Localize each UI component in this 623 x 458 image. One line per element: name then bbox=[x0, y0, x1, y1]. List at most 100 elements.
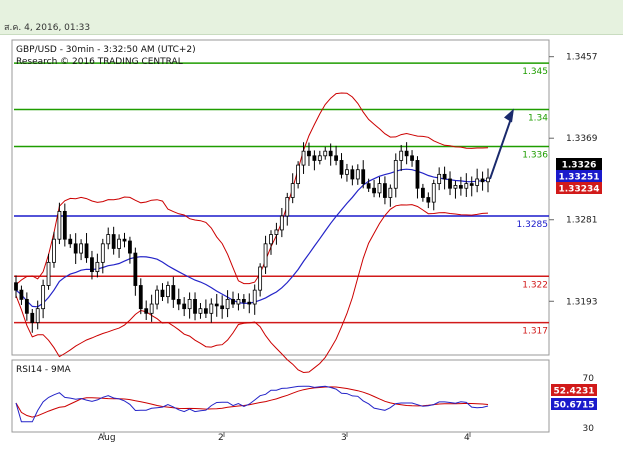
forecast-arrow-head bbox=[504, 108, 514, 123]
candle-body bbox=[138, 285, 143, 310]
chart-copyright: Research © 2016 TRADING CENTRAL bbox=[16, 57, 183, 67]
candle-body bbox=[355, 169, 360, 180]
candle-body bbox=[57, 210, 62, 240]
candle-body bbox=[296, 164, 301, 185]
rsi-line bbox=[15, 385, 489, 423]
candle-body bbox=[263, 243, 268, 268]
price-tick-label: 1.3281 bbox=[566, 216, 598, 226]
candle-body bbox=[198, 308, 203, 314]
candle-body bbox=[90, 257, 94, 273]
time-tick-label: 3 bbox=[341, 433, 347, 443]
candle-body bbox=[160, 289, 165, 298]
price-tag bbox=[556, 158, 602, 170]
candle-body bbox=[480, 178, 485, 183]
candle-body bbox=[388, 187, 393, 198]
price-tag-label: 1.33234 bbox=[559, 185, 600, 195]
candle-body bbox=[231, 299, 235, 305]
moving-average bbox=[15, 168, 489, 308]
candle-body bbox=[345, 169, 349, 175]
candle-body bbox=[372, 187, 376, 194]
plot-area-rsi bbox=[11, 359, 550, 433]
candle-body bbox=[350, 169, 355, 180]
candle-body bbox=[106, 234, 111, 245]
candle-body bbox=[128, 240, 132, 254]
candle-body bbox=[279, 215, 284, 231]
lower-band bbox=[15, 204, 489, 374]
chart-title: GBP/USD - 30min - 3:32:50 AM (UTC+2) bbox=[16, 45, 196, 55]
plot-area-main bbox=[11, 39, 550, 356]
candle-body bbox=[171, 285, 176, 300]
candle-body bbox=[486, 177, 490, 183]
candle-body bbox=[225, 299, 230, 310]
candle-body bbox=[328, 150, 333, 157]
price-tag bbox=[556, 170, 602, 182]
upper-band bbox=[15, 92, 489, 285]
candle-body bbox=[24, 299, 29, 314]
candle-body bbox=[323, 150, 328, 157]
candle-body bbox=[236, 299, 241, 305]
level-label: 1.336 bbox=[522, 151, 548, 161]
candle-body bbox=[133, 252, 138, 286]
candle-body bbox=[361, 169, 366, 185]
axis-layer: 1.3457 1.3369 1.3281 1.3193 1.3326 1.33251 1.3… bbox=[98, 53, 602, 443]
candle-body bbox=[317, 155, 322, 161]
candle-body bbox=[442, 173, 447, 180]
top-bar: ส.ค. 4, 2016, 01:33 bbox=[0, 0, 623, 35]
rsi-tick-label: 70 bbox=[583, 374, 595, 384]
candle-body bbox=[14, 282, 18, 291]
candle-body bbox=[209, 303, 214, 314]
candle-body bbox=[312, 155, 317, 161]
candle-body bbox=[410, 155, 414, 161]
price-tick-label: 1.3369 bbox=[566, 134, 598, 144]
rsi-value-label: 50.6715 bbox=[554, 401, 595, 411]
candle-body bbox=[214, 303, 219, 307]
rsi-value-tag bbox=[551, 384, 597, 396]
level-label: 1.3285 bbox=[517, 220, 549, 230]
candle-body bbox=[117, 238, 121, 249]
candle-body bbox=[79, 243, 84, 254]
candle-body bbox=[269, 234, 273, 245]
candle-body bbox=[149, 303, 154, 314]
bollinger-bands bbox=[15, 92, 489, 374]
level-label: 1.322 bbox=[522, 280, 548, 290]
candle-body bbox=[176, 299, 181, 305]
time-tick-label: 2 bbox=[218, 433, 224, 443]
price-tag-label: 1.3326 bbox=[562, 161, 597, 171]
candle-body bbox=[399, 150, 404, 161]
candle-body bbox=[420, 187, 425, 198]
candle-body bbox=[431, 183, 436, 203]
candle-body bbox=[95, 261, 100, 273]
level-label: 1.317 bbox=[522, 327, 548, 337]
time-tick-label: Aug bbox=[98, 433, 116, 443]
candle-body bbox=[100, 243, 105, 263]
candle-body bbox=[122, 238, 127, 242]
rsi-ma-line bbox=[15, 386, 489, 418]
candle-body bbox=[366, 183, 371, 189]
time-tick-label: 4 bbox=[464, 433, 470, 443]
forecast-arrow bbox=[489, 118, 512, 180]
timestamp: ส.ค. 4, 2016, 01:33 bbox=[4, 23, 91, 33]
candle-body bbox=[453, 185, 458, 189]
level-label: 1.345 bbox=[522, 67, 548, 77]
candle-body bbox=[35, 308, 40, 323]
candle-body bbox=[52, 238, 56, 263]
candle-body bbox=[301, 150, 306, 166]
price-tag-label: 1.33251 bbox=[559, 173, 600, 183]
candles-layer bbox=[14, 108, 514, 333]
candle-body bbox=[84, 243, 89, 259]
candle-body bbox=[155, 289, 159, 305]
candle-body bbox=[339, 160, 344, 175]
level-label: 1.34 bbox=[528, 113, 548, 123]
candle-body bbox=[203, 308, 208, 314]
candle-body bbox=[475, 178, 480, 186]
candle-body bbox=[111, 234, 116, 249]
candle-body bbox=[220, 305, 225, 310]
candle-body bbox=[404, 150, 409, 157]
candle-body bbox=[383, 183, 387, 198]
levels-layer: 1.345 1.34 1.336 1.3285 1.322 1.317 bbox=[14, 62, 549, 337]
candle-body bbox=[187, 299, 192, 310]
candle-body bbox=[30, 312, 35, 323]
rsi-value-label: 52.4231 bbox=[554, 387, 595, 397]
candle-body bbox=[448, 178, 452, 189]
candle-body bbox=[41, 285, 46, 310]
